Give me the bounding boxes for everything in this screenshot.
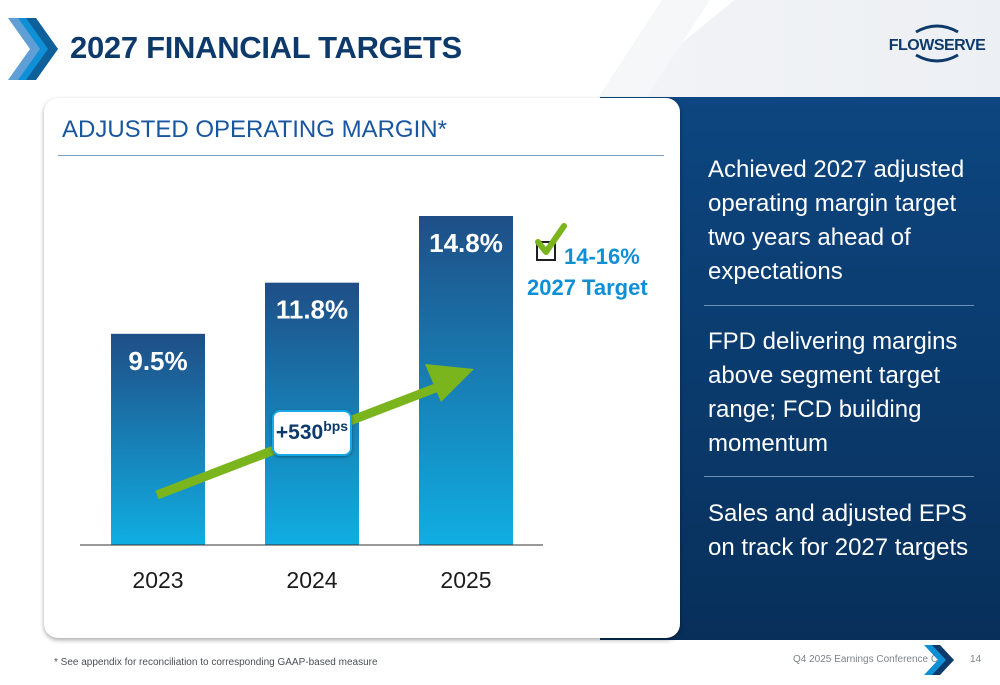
summary-point-2: FPD delivering margins above segment tar…: [708, 328, 958, 457]
x-tick-label-2023: 2023: [132, 567, 183, 593]
chevron-icon: [924, 645, 954, 675]
data-label-2025: 14.8%: [429, 228, 503, 258]
chart-title: ADJUSTED OPERATING MARGIN*: [62, 116, 447, 143]
footnote: * See appendix for reconciliation to cor…: [54, 657, 378, 668]
summary-divider-1: [704, 305, 974, 306]
bar-2023: [111, 333, 205, 545]
data-label-2023: 9.5%: [128, 346, 187, 376]
data-label-2024: 11.8%: [276, 295, 348, 325]
summary-point-1: Achieved 2027 adjusted operating margin …: [708, 156, 965, 285]
chart-title-divider: [58, 155, 664, 156]
target-label: 2027 Target: [527, 275, 648, 300]
slide-title: 2027 FINANCIAL TARGETS: [70, 30, 462, 65]
checkmark-icon: [535, 223, 567, 255]
margin-bar-chart: 9.5% 2023 11.8% 2024 14.8% 2025: [80, 216, 543, 593]
double-chevron-icon: [8, 18, 58, 80]
growth-arrow-head: [425, 364, 474, 402]
flowserve-logo: FLOWSERVE: [889, 24, 987, 63]
event-label: Q4 2025 Earnings Conference Call: [793, 654, 949, 665]
bps-unit: bps: [323, 418, 349, 434]
bps-value: +530: [275, 421, 324, 444]
bps-change-callout: +530 bps: [272, 410, 352, 456]
target-range: 14-16%: [564, 244, 640, 269]
x-tick-label-2024: 2024: [286, 567, 337, 593]
x-tick-label-2025: 2025: [440, 567, 491, 593]
summary-point-3: Sales and adjusted EPS on track for 2027…: [708, 500, 969, 561]
logo-text: FLOWSERVE: [889, 37, 986, 54]
summary-divider-2: [704, 476, 974, 477]
page-number: 14: [970, 654, 982, 665]
